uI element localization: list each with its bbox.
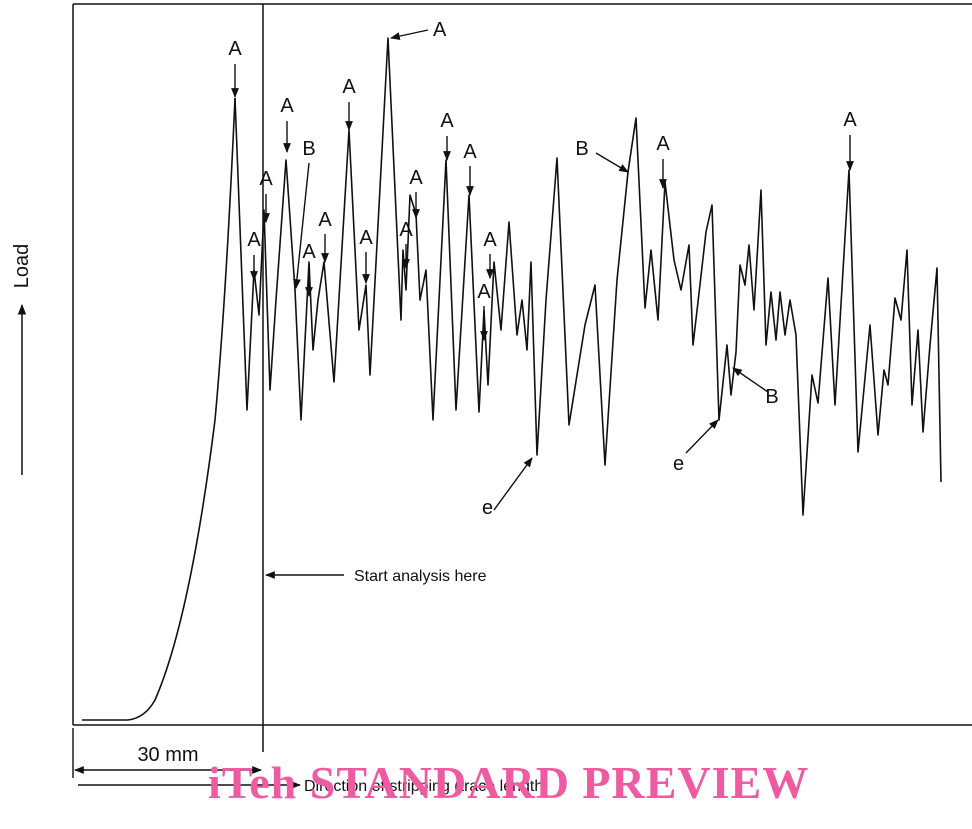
- peak-marker-label: A: [399, 219, 413, 241]
- direction-label: Direction of stripping (trace length): [304, 778, 549, 795]
- peak-marker: A: [359, 227, 373, 284]
- peak-marker: A: [390, 19, 447, 41]
- peak-marker: A: [318, 209, 332, 263]
- peak-marker-label: A: [342, 76, 356, 98]
- peak-marker: A: [409, 167, 423, 219]
- shoulder-markers: B B B: [293, 138, 779, 408]
- peak-marker-label: A: [463, 141, 477, 163]
- shoulder-marker-arrow: [732, 367, 769, 393]
- peak-marker-label: A: [359, 227, 373, 249]
- peak-marker-label: A: [656, 133, 670, 155]
- peak-marker-arrow: [390, 29, 429, 40]
- peak-marker-label: A: [228, 38, 242, 60]
- peak-marker: A: [483, 229, 497, 279]
- end-marker-label: e: [482, 497, 493, 519]
- peak-marker-label: A: [433, 19, 447, 41]
- width-dimension-label: 30 mm: [137, 744, 198, 766]
- shoulder-marker-label: B: [765, 386, 778, 408]
- peak-marker: A: [399, 219, 413, 269]
- peak-marker: A: [228, 38, 242, 98]
- peak-marker-label: A: [409, 167, 423, 189]
- shoulder-marker-label: B: [302, 138, 315, 160]
- load-trace: [234, 37, 942, 516]
- peak-marker: A: [463, 141, 477, 196]
- shoulder-marker-label: B: [575, 138, 588, 160]
- shoulder-marker-arrow: [293, 162, 310, 289]
- peak-marker-label: A: [247, 229, 261, 251]
- peak-marker: A: [843, 109, 857, 171]
- peak-marker-label: A: [318, 209, 332, 231]
- peak-marker: A: [477, 281, 491, 341]
- peak-marker-label: A: [843, 109, 857, 131]
- peak-marker-label: A: [280, 95, 294, 117]
- peak-marker: A: [280, 95, 294, 153]
- peak-marker-label: A: [477, 281, 491, 303]
- y-axis-label: Load: [11, 244, 33, 289]
- start-analysis-label: Start analysis here: [354, 568, 487, 585]
- shoulder-marker: B: [293, 138, 316, 289]
- shoulder-marker: B: [575, 138, 629, 173]
- peak-marker-label: A: [302, 241, 316, 263]
- peak-marker: A: [247, 229, 261, 281]
- peak-marker: A: [259, 168, 273, 223]
- end-marker-label: e: [673, 453, 684, 475]
- peak-marker-label: A: [483, 229, 497, 251]
- end-marker-1: e: [482, 457, 533, 519]
- shoulder-marker-arrow: [595, 152, 629, 173]
- peak-marker-label: A: [440, 110, 454, 132]
- peak-marker: A: [342, 76, 356, 131]
- shoulder-marker: B: [732, 367, 779, 408]
- peak-marker: A: [440, 110, 454, 161]
- peak-marker: A: [656, 133, 670, 189]
- initial-rise-curve: [82, 97, 236, 721]
- end-marker-2: e: [673, 419, 719, 475]
- peak-marker-label: A: [259, 168, 273, 190]
- peak-marker: A: [302, 241, 316, 297]
